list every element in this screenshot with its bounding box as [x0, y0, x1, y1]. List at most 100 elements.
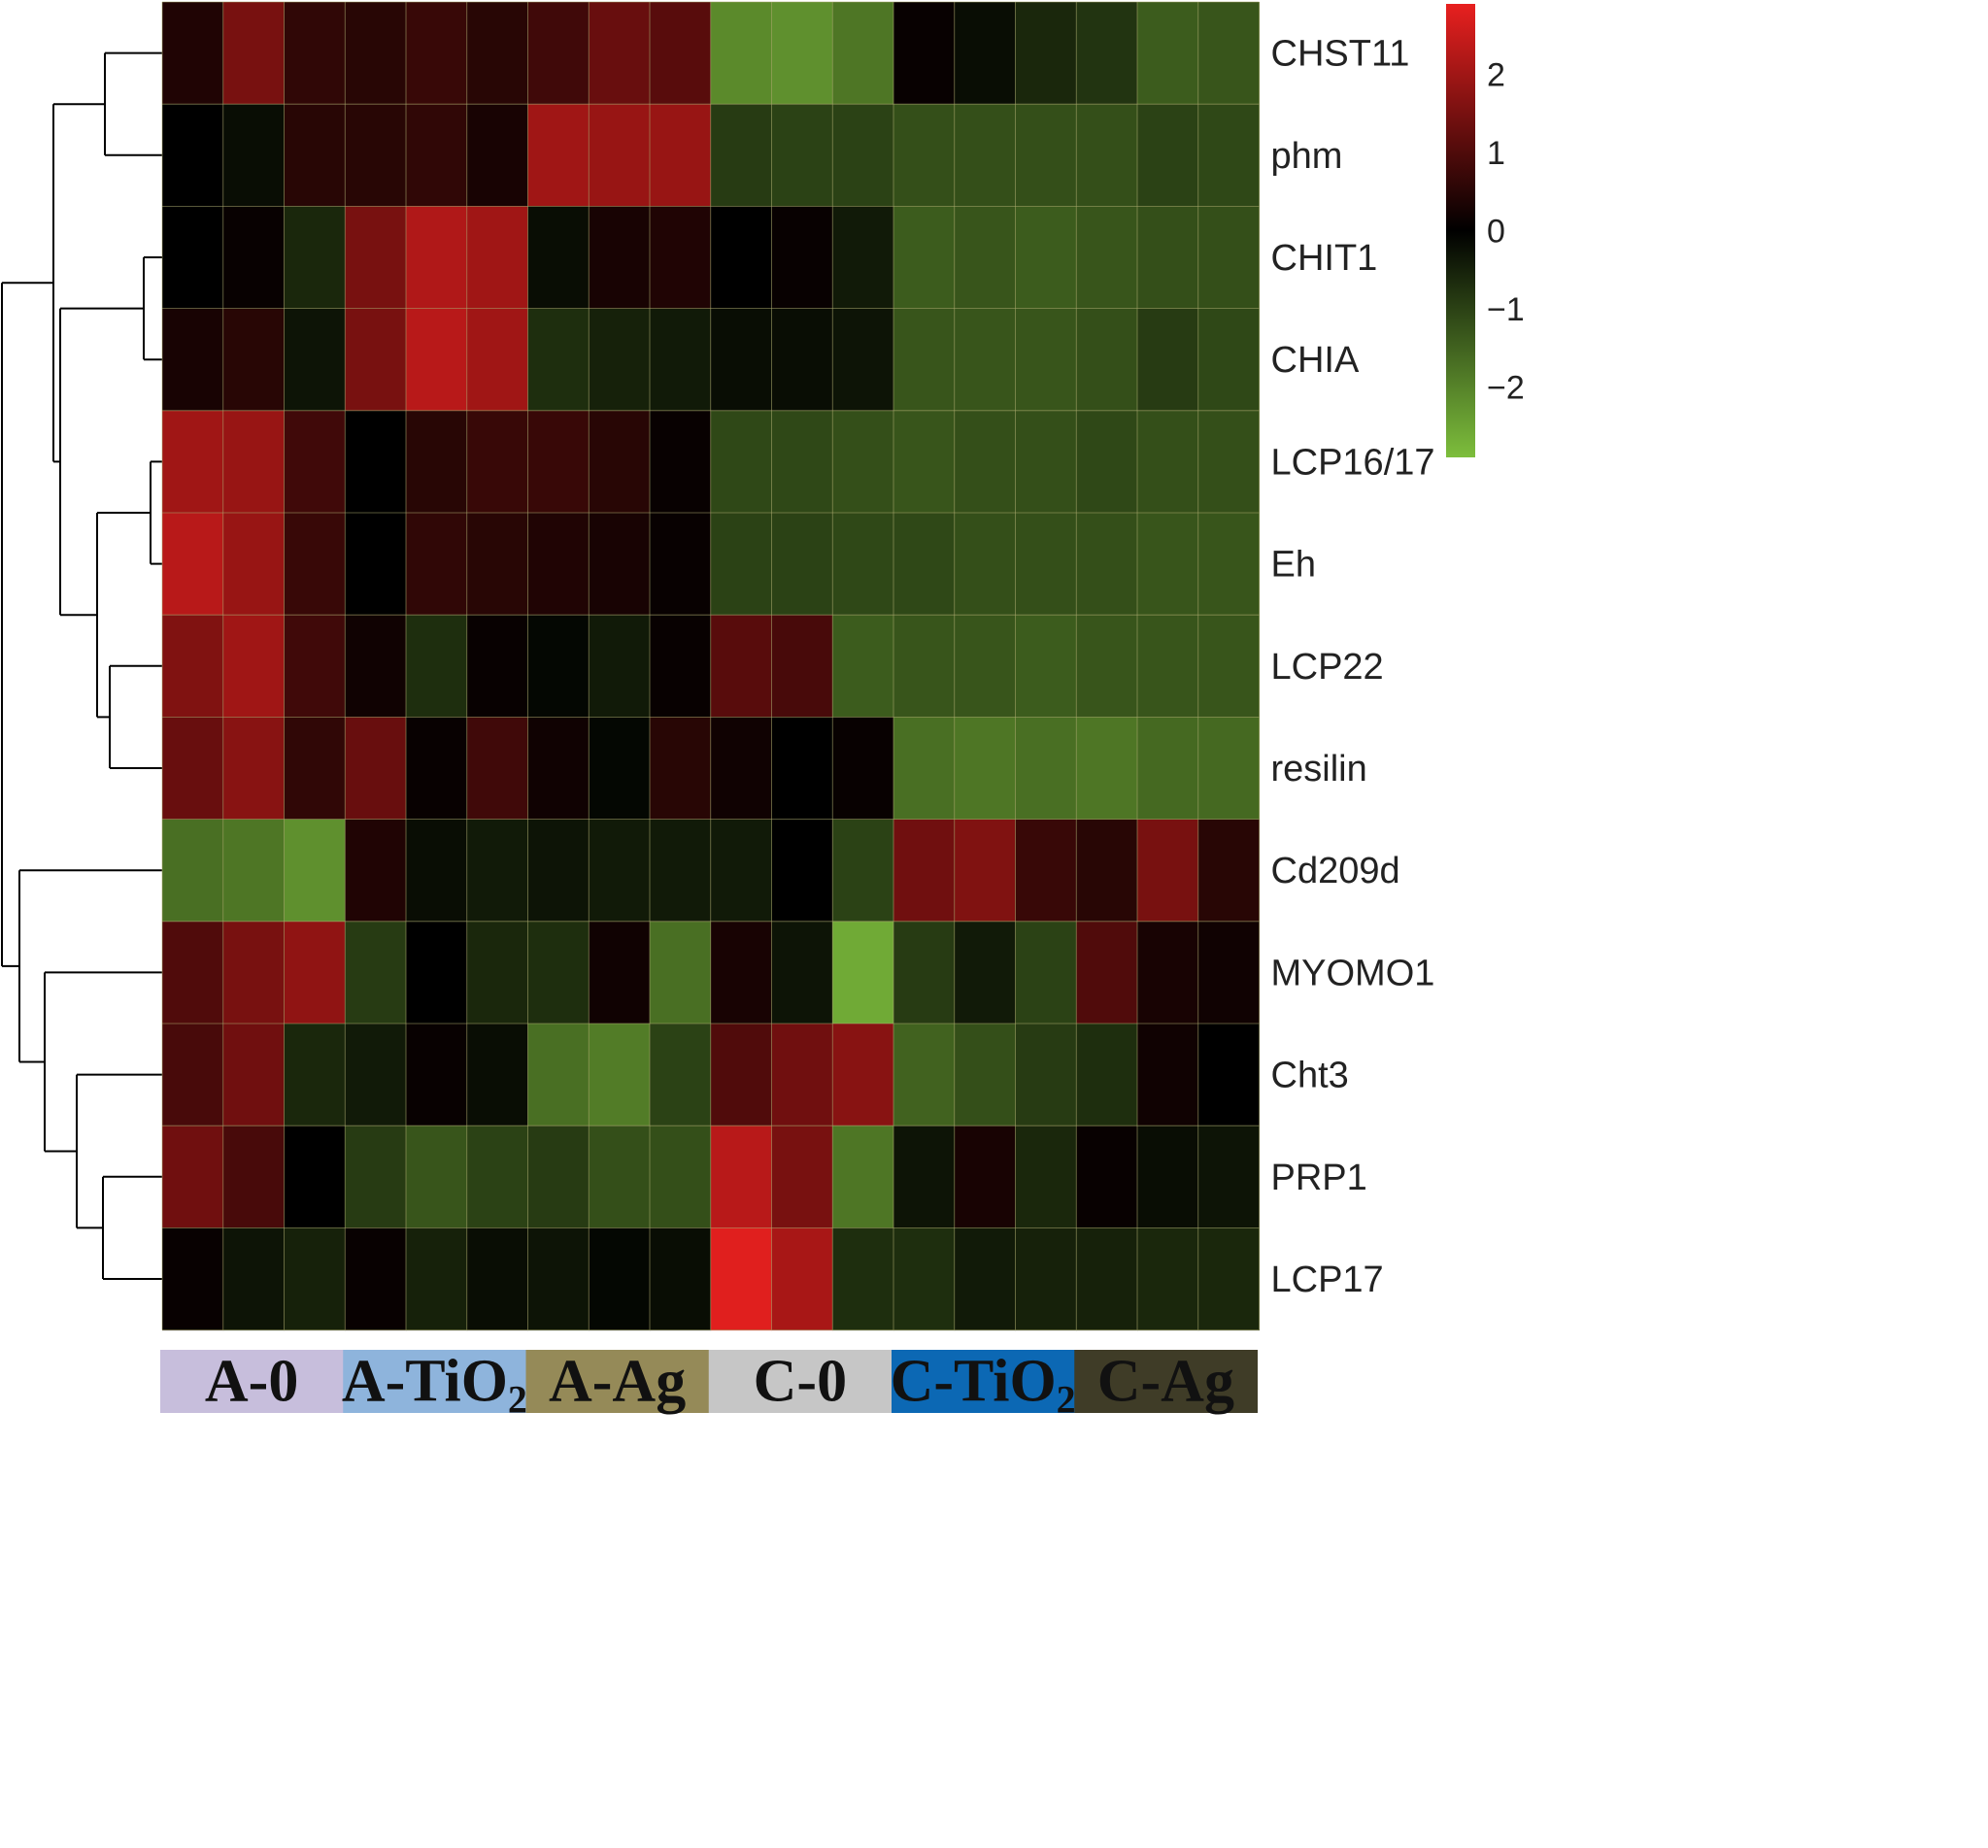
heatmap-cell	[1137, 1126, 1199, 1228]
heatmap-cell	[1076, 104, 1138, 207]
heatmap-cell	[284, 206, 346, 310]
group-label: A-0	[205, 1349, 298, 1415]
heatmap-cell	[954, 717, 1016, 821]
heatmap-cell	[222, 615, 285, 718]
heatmap-cell	[162, 1227, 224, 1331]
legend-tick-label: 0	[1487, 214, 1505, 251]
group-label: A-TiO2	[342, 1349, 527, 1418]
heatmap-cell	[650, 1126, 712, 1228]
heatmap-cell	[527, 717, 590, 821]
heatmap-cell	[1015, 308, 1077, 412]
heatmap-cell	[832, 921, 894, 1025]
heatmap-cell	[1197, 104, 1260, 207]
heatmap-cell	[345, 1126, 407, 1228]
heatmap-cell	[1015, 921, 1077, 1025]
row-label: CHST11	[1271, 34, 1410, 75]
heatmap-cell	[1197, 1126, 1260, 1228]
heatmap-cell	[162, 921, 224, 1025]
heatmap-cell	[284, 104, 346, 207]
heatmap-cell	[406, 717, 468, 821]
heatmap-cell	[222, 717, 285, 821]
heatmap-cell	[284, 1227, 346, 1331]
legend-tick-label: 2	[1487, 56, 1505, 93]
group-block	[160, 1350, 344, 1413]
heatmap-cell	[589, 819, 651, 923]
heatmap-cell	[406, 1227, 468, 1331]
heatmap-cell	[954, 1227, 1016, 1331]
heatmap-cell	[893, 1024, 956, 1126]
heatmap-cell	[1076, 308, 1138, 412]
heatmap-cell	[222, 2, 285, 105]
heatmap-cell	[345, 1227, 407, 1331]
heatmap-cell	[650, 717, 712, 821]
row-label: Cd209d	[1271, 851, 1400, 891]
heatmap-cell	[589, 410, 651, 514]
heatmap-cell	[954, 615, 1016, 718]
heatmap-cell	[162, 717, 224, 821]
heatmap-cell	[1076, 1126, 1138, 1228]
group-block	[708, 1350, 893, 1413]
heatmap-cell	[345, 104, 407, 207]
legend-tick-label: 1	[1487, 135, 1505, 172]
heatmap-cell	[406, 104, 468, 207]
heatmap-cell	[1015, 1024, 1077, 1126]
heatmap-cell	[406, 513, 468, 616]
row-label: MYOMO1	[1271, 953, 1435, 993]
row-label: phm	[1271, 136, 1343, 177]
heatmap-cell	[710, 819, 772, 923]
heatmap-cell	[406, 1024, 468, 1126]
heatmap-cell	[222, 1126, 285, 1228]
heatmap-cell	[284, 717, 346, 821]
heatmap-cell	[1076, 1024, 1138, 1126]
heatmap-cell	[527, 410, 590, 514]
heatmap-cell	[466, 819, 528, 923]
heatmap-cell	[589, 1024, 651, 1126]
heatmap-cell	[222, 819, 285, 923]
heatmap-cell	[222, 206, 285, 310]
heatmap-cell	[954, 513, 1016, 616]
heatmap-cell	[1197, 717, 1260, 821]
heatmap-cell	[771, 615, 833, 718]
heatmap-cell	[710, 308, 772, 412]
heatmap-cell	[1076, 206, 1138, 310]
heatmap-cell	[771, 513, 833, 616]
row-label: LCP17	[1271, 1260, 1384, 1300]
row-label: PRP1	[1271, 1158, 1367, 1198]
heatmap-cell	[1197, 206, 1260, 310]
heatmap-cell	[650, 104, 712, 207]
heatmap-cell	[771, 2, 833, 105]
heatmap-cell	[954, 819, 1016, 923]
heatmap-cell	[1015, 1227, 1077, 1331]
heatmap-cell	[222, 308, 285, 412]
heatmap-cell	[771, 410, 833, 514]
heatmap-cell	[162, 1024, 224, 1126]
heatmap-cell	[893, 410, 956, 514]
heatmap-cell	[1137, 410, 1199, 514]
heatmap-cell	[710, 1126, 772, 1228]
heatmap-cell	[589, 1126, 651, 1228]
heatmap-cell	[162, 206, 224, 310]
heatmap-cell	[284, 819, 346, 923]
heatmap-cell	[893, 513, 956, 616]
heatmap-cell	[162, 1126, 224, 1228]
heatmap-cell	[1197, 615, 1260, 718]
group-block	[892, 1350, 1075, 1413]
heatmap-cell	[589, 1227, 651, 1331]
heatmap-cell	[1137, 1227, 1199, 1331]
heatmap-cell	[710, 104, 772, 207]
heatmap-cell	[771, 1024, 833, 1126]
heatmap-cell	[832, 819, 894, 923]
group-label: C-0	[754, 1349, 847, 1415]
heatmap-cell	[345, 717, 407, 821]
heatmap-cell	[589, 717, 651, 821]
heatmap-cell	[832, 2, 894, 105]
heatmap-cell	[345, 513, 407, 616]
heatmap-cell	[406, 308, 468, 412]
heatmap-cell	[893, 2, 956, 105]
heatmap-cell	[710, 410, 772, 514]
heatmap-cell	[893, 1126, 956, 1228]
group-block	[1074, 1350, 1258, 1413]
heatmap-cell	[1076, 513, 1138, 616]
heatmap-cell	[406, 1126, 468, 1228]
heatmap-cell	[650, 410, 712, 514]
